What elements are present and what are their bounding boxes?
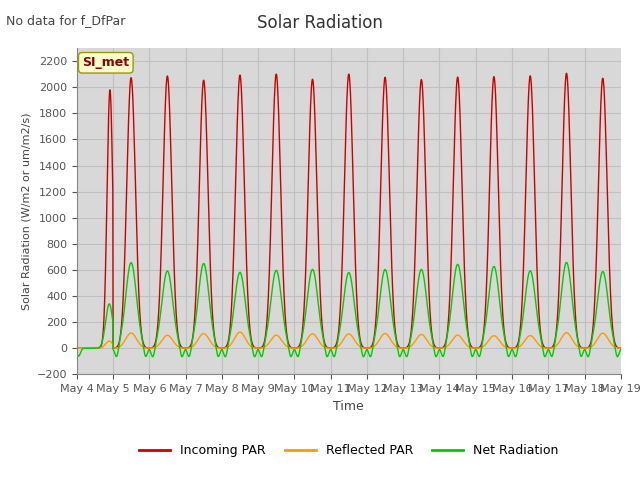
Net Radiation (507, 348, 515, 354)
Incoming PAR (584, 345, 592, 350)
Incoming PAR (225, 337, 232, 343)
Incoming PAR (563, 71, 570, 76)
Incoming PAR (365, 345, 372, 351)
Incoming PAR (617, 346, 625, 351)
Reflected PAR (507, 345, 515, 351)
Line: Net Radiation: Net Radiation (77, 263, 621, 357)
Reflected PAR (236, 329, 244, 335)
Net Radiation (570, 305, 577, 311)
Reflected PAR (73, 346, 81, 351)
Reflected PAR (617, 345, 625, 351)
Line: Reflected PAR: Reflected PAR (77, 332, 621, 348)
Text: No data for f_DfPar: No data for f_DfPar (6, 14, 126, 27)
Net Radiation (584, 354, 592, 360)
Incoming PAR (73, 346, 81, 351)
Incoming PAR (507, 345, 515, 351)
Legend: Incoming PAR, Reflected PAR, Net Radiation: Incoming PAR, Reflected PAR, Net Radiati… (134, 439, 564, 462)
Net Radiation (225, 340, 232, 346)
Line: Incoming PAR: Incoming PAR (77, 73, 621, 348)
Incoming PAR (376, 204, 384, 209)
Reflected PAR (569, 338, 577, 344)
Text: SI_met: SI_met (83, 56, 129, 69)
Text: Solar Radiation: Solar Radiation (257, 14, 383, 33)
Net Radiation (376, 291, 384, 297)
Reflected PAR (584, 345, 592, 351)
Reflected PAR (225, 344, 232, 349)
Net Radiation (360, 354, 367, 360)
Net Radiation (617, 347, 625, 352)
Reflected PAR (365, 345, 372, 351)
Reflected PAR (376, 335, 384, 341)
Net Radiation (563, 260, 570, 265)
Net Radiation (365, 350, 372, 356)
X-axis label: Time: Time (333, 400, 364, 413)
Y-axis label: Solar Radiation (W/m2 or um/m2/s): Solar Radiation (W/m2 or um/m2/s) (21, 112, 31, 310)
Net Radiation (73, 350, 81, 356)
Incoming PAR (569, 254, 577, 260)
